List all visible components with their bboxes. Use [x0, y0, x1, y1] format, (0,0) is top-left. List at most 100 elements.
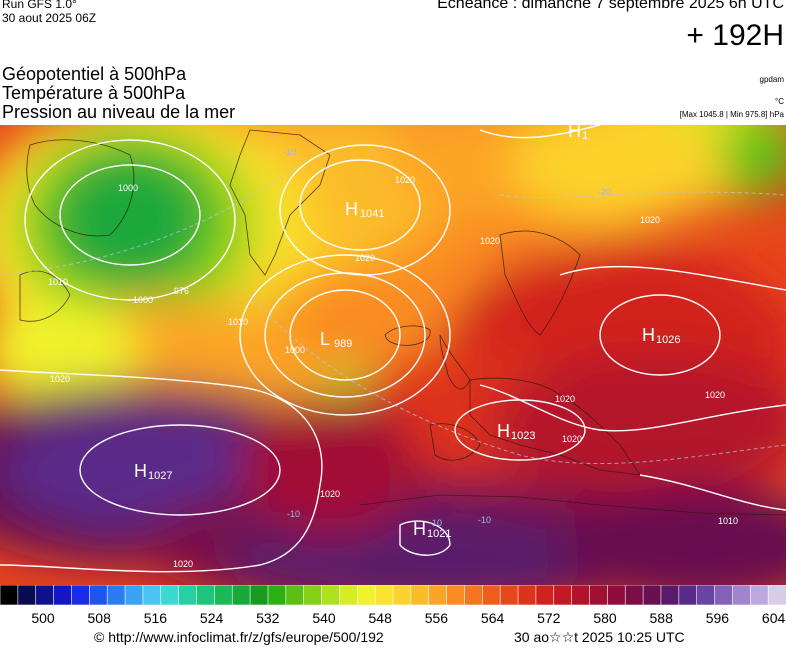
colorbar-ticks: 500 508 516 524 532 540 548 556 564 572 580 588 596 6…	[31, 610, 785, 626]
temperature-label: -10	[287, 509, 300, 519]
colorbar-swatch	[160, 585, 180, 606]
center-h-north-letter: H	[568, 125, 581, 141]
colorbar-swatch	[696, 585, 716, 606]
isobar-top-1020	[479, 125, 601, 139]
center-h-africa-value: 1021	[427, 528, 451, 540]
colorbar-tick-label: 556	[425, 610, 449, 626]
isobar-label: 1010	[228, 317, 248, 327]
colorbar-tick-label: 572	[537, 610, 561, 626]
colorbar-swatch	[71, 585, 91, 606]
isobar-label: 1020	[640, 215, 660, 225]
isobar-label: 1010	[718, 516, 738, 526]
colorbar-swatch	[535, 585, 555, 606]
canada-outline	[26, 139, 135, 237]
colorbar-swatch	[749, 585, 769, 606]
credit-url: © http://www.infoclimat.fr/z/gfs/europe/…	[94, 629, 384, 645]
colorbar-swatch	[196, 585, 216, 606]
labrador-outline	[19, 270, 71, 322]
geopotential-field	[0, 125, 786, 585]
colorbar-swatch	[53, 585, 73, 606]
temperature-label: -10	[283, 147, 296, 157]
isobar-russia-1025	[599, 294, 721, 376]
colorbar-tick-label: 532	[256, 610, 280, 626]
colorbar-swatch	[624, 585, 644, 606]
isobar-label: 1020	[705, 390, 725, 400]
isobar-canada-1010	[24, 139, 236, 301]
isobar-azores-1025	[79, 424, 281, 516]
colorbar-swatch	[482, 585, 501, 606]
unit-temperature: °C	[775, 97, 784, 106]
colorbar-swatch	[374, 585, 394, 606]
colorbar-swatch	[356, 585, 376, 606]
iceland-outline	[384, 325, 431, 346]
center-h-azores-value: 1027	[148, 470, 172, 482]
title-geopotential: Géopotentiel à 500hPa	[2, 64, 187, 84]
colorbar-swatch	[124, 585, 144, 606]
colorbar-tick-label: 516	[144, 610, 168, 626]
scandinavia-outline	[499, 230, 581, 336]
isobar-east-1010	[639, 474, 786, 511]
isobar-label: 1020	[480, 236, 500, 246]
isobars	[0, 125, 786, 573]
isobar-label: 1000	[133, 295, 153, 305]
colorbar-swatch	[428, 585, 448, 606]
colorbar-swatches	[0, 585, 786, 606]
isobar-greenland-1040	[299, 159, 421, 251]
title-pressure: Pression au niveau de la mer	[2, 102, 236, 122]
run-label: Run GFS 1.0°	[2, 0, 77, 11]
colorbar-swatch	[571, 585, 591, 606]
colorbar-swatch	[249, 585, 269, 606]
colorbar-swatch	[499, 585, 519, 606]
colorbar-swatch	[410, 585, 430, 606]
unit-geopotential: gpdam	[759, 75, 784, 84]
colorbar-swatch	[89, 585, 108, 606]
colorbar-tick-label: 540	[312, 610, 336, 626]
colorbar-tick-label: 564	[481, 610, 505, 626]
colorbar-tick-label: 604	[762, 610, 786, 626]
africa-coast	[359, 494, 786, 516]
center-h-greenland-value: 1041	[360, 208, 384, 220]
colorbar-swatch	[0, 585, 19, 606]
isotherm-minus20	[0, 164, 301, 276]
isobar-label: 1020	[355, 253, 375, 263]
colorbar-swatch	[446, 585, 466, 606]
colorbar: 500 508 516 524 532 540 548 556 564 572 580 588 596 6…	[0, 585, 786, 626]
isobar-africa-1020	[399, 520, 451, 556]
colorbar-swatch	[231, 585, 251, 606]
colorbar-tick-label: 500	[31, 610, 55, 626]
colorbar-tick-label: 596	[706, 610, 730, 626]
generated-date: 30 ao☆☆t 2025 10:25 UTC	[514, 629, 685, 645]
center-h-russia-letter: H	[642, 325, 655, 345]
colorbar-tick-label: 588	[650, 610, 674, 626]
colorbar-tick-label: 524	[200, 610, 224, 626]
iberia-outline	[429, 423, 481, 461]
colorbar-swatch	[267, 585, 287, 606]
colorbar-swatch	[607, 585, 627, 606]
isobar-label: 1020	[562, 434, 582, 444]
colorbar-tick-label: 548	[369, 610, 393, 626]
isotherm-minus10	[249, 294, 786, 465]
colorbar-swatch	[553, 585, 573, 606]
temperature-labels: -10 -20 -10 -10 -10	[283, 147, 611, 528]
temperature-label: -20	[598, 187, 611, 197]
isobar-atlantic-1020	[0, 369, 323, 573]
center-l-iceland-letter: L	[320, 329, 330, 349]
colorbar-swatch	[303, 585, 323, 606]
center-h-africa-letter: H	[413, 519, 426, 539]
colorbar-swatch	[321, 585, 341, 606]
colorbar-swatch	[660, 585, 680, 606]
isobar-north-1020	[559, 265, 786, 291]
isobar-label: 1000	[118, 183, 138, 193]
isotherms	[0, 164, 786, 465]
colorbar-swatch	[285, 585, 305, 606]
isobar-label: 1020	[555, 394, 575, 404]
forecast-horizon: + 192H	[686, 19, 784, 52]
center-h-alps-value: 1023	[511, 430, 535, 442]
isobar-labels: 1000 1000 1020 1020 1020 1020 1020 1020 …	[48, 175, 738, 569]
isobar-label: 976	[174, 286, 189, 296]
center-h-russia-value: 1026	[656, 334, 680, 346]
coastlines	[19, 129, 786, 516]
isobar-low-1010	[239, 254, 451, 416]
isobar-canada-1000	[59, 164, 201, 266]
isobar-label: 1010	[48, 277, 68, 287]
